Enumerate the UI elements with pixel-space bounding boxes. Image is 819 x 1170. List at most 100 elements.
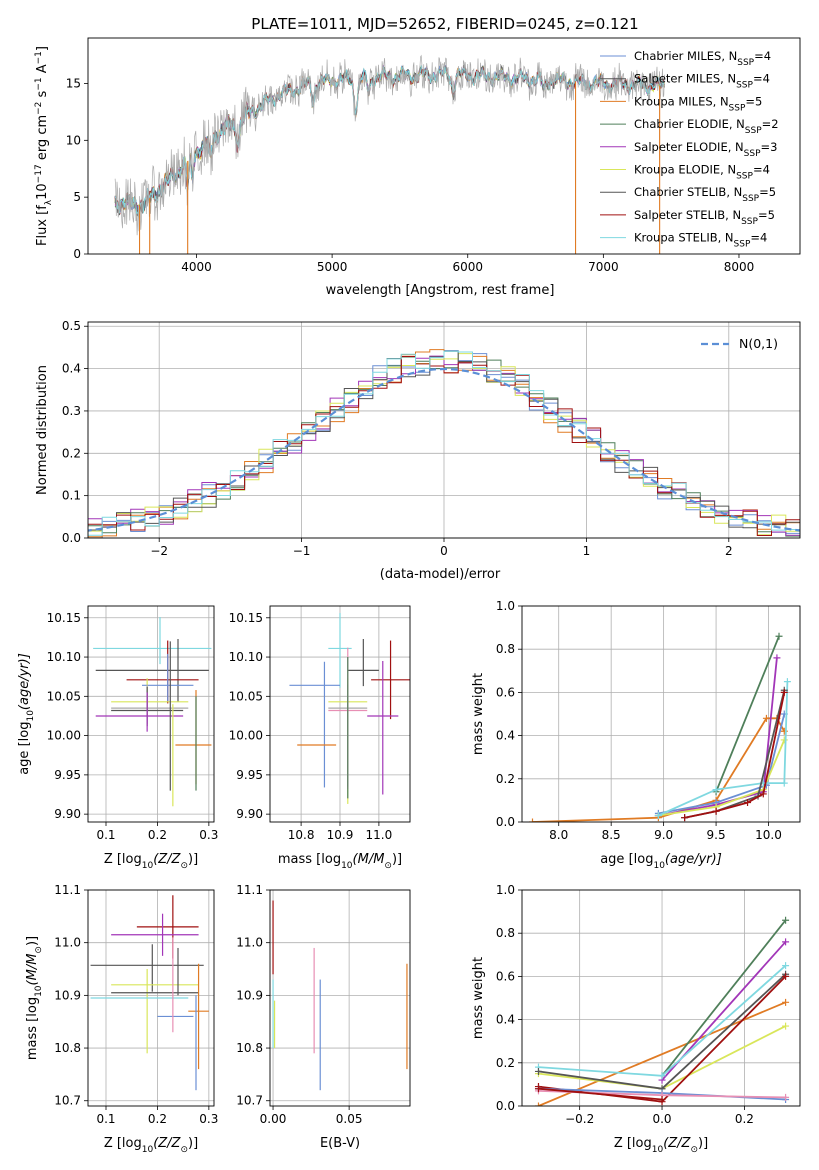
spectrum-line-kroupa_elodie (114, 65, 665, 217)
axes-frame (87, 605, 215, 823)
y-tick-label: 9.90 (54, 807, 81, 821)
weight_vs_Z-marks (534, 916, 790, 1106)
weight-line (715, 635, 780, 793)
y-tick-label: 11.1 (54, 883, 81, 897)
x-tick-label: 10.9 (327, 828, 354, 842)
y-tick-label: 1.0 (496, 883, 515, 897)
legend-label: N(0,1) (739, 336, 778, 351)
y-tick-label: 10.9 (54, 988, 81, 1002)
weight-point (782, 998, 790, 1006)
x-tick-label: 11.0 (366, 828, 393, 842)
weight-line (532, 717, 786, 822)
y-tick-label: 10.8 (54, 1041, 81, 1055)
spectrum: 4000 5000 6000 7000 8000 0 5 10 15 wavelength [An… (34, 37, 801, 298)
spectrum-line-salpeter_stelib (114, 65, 665, 215)
x-tick-label: 9.5 (707, 828, 726, 842)
axes-frame (87, 889, 215, 1107)
x-tick-label: 10.0 (755, 828, 782, 842)
x-tick-label: 8.5 (602, 828, 621, 842)
x-tick-label: 0.00 (260, 1112, 287, 1126)
spectrum-line-chabrier_elodie (114, 65, 665, 214)
normal-curve (88, 367, 800, 532)
y-tick-label: 10.00 (47, 729, 81, 743)
legend-label: Kroupa MILES, NSSP=5 (634, 94, 762, 113)
y-tick-label: 0.2 (62, 446, 81, 460)
axes-frame (269, 889, 411, 1107)
weight-point (762, 714, 770, 722)
x-tick-label: 10.8 (288, 828, 315, 842)
y-tick-label: 10.7 (236, 1094, 263, 1108)
y-tick-label: 11.0 (54, 936, 81, 950)
x-tick-label: 0.3 (199, 1112, 218, 1126)
weight-point (780, 736, 788, 744)
x-tick-label: 0 (440, 544, 448, 558)
x-tick-label: 6000 (452, 260, 483, 274)
y-tick-label: 0.4 (62, 362, 81, 376)
weight-line (684, 689, 786, 819)
x-tick-label: 0.1 (96, 1112, 115, 1126)
y-tick-label: 0.0 (496, 1099, 515, 1113)
axes-frame (521, 889, 801, 1107)
x-tick-label: 5000 (317, 260, 348, 274)
legend-label: Salpeter ELODIE, NSSP=3 (634, 140, 777, 159)
spectrum-line-chabrier_stelib (114, 64, 665, 216)
y-axis-label: mass weight (471, 957, 486, 1039)
x-tick-label: 8.0 (549, 828, 568, 842)
x-axis-label: Z [log10(Z/Z⊙)] (104, 1136, 198, 1155)
x-tick-label: 0.05 (336, 1112, 363, 1126)
residuals-marks (88, 349, 800, 538)
x-axis-label: (data-model)/error (380, 567, 501, 582)
x-axis-label: E(B-V) (320, 1136, 360, 1151)
weight-point (712, 807, 720, 815)
x-axis-label: Z [log10(Z/Z⊙)] (104, 852, 198, 871)
age_vs_mass: 10.8 10.9 11.0 9.90 9.95 10.00 10.05 10.10 10.15… (229, 605, 411, 871)
y-tick-label: 10.05 (229, 689, 263, 703)
y-tick-label: 10.9 (236, 988, 263, 1002)
y-tick-label: 0.0 (62, 531, 81, 545)
x-axis-label: age [log10(age/yr)] (600, 852, 722, 871)
weight-point (528, 818, 536, 822)
weight-point (658, 1096, 666, 1104)
x-tick-label: 0.3 (199, 828, 218, 842)
spectrum-line-chabrier_miles (114, 64, 665, 214)
legend-label: Kroupa ELODIE, NSSP=4 (634, 163, 770, 182)
weight-line (661, 919, 787, 1077)
weight-line (538, 1001, 786, 1106)
mass_vs_EBV-marks (272, 900, 408, 1091)
weight-point (744, 799, 752, 807)
axes-frame (521, 605, 801, 823)
y-tick-label: 0.8 (496, 926, 515, 940)
y-tick-label: 15 (66, 76, 81, 90)
y-tick-label: 10.15 (229, 611, 263, 625)
y-tick-label: 0.4 (496, 729, 515, 743)
y-tick-label: 0.5 (62, 319, 81, 333)
legend: Chabrier MILES, NSSP=4 Salpeter MILES, NS… (600, 49, 779, 250)
weight-point (782, 938, 790, 946)
y-tick-label: 11.0 (236, 936, 263, 950)
weight-point (773, 654, 781, 662)
y-tick-label: 1.0 (496, 599, 515, 613)
weight-point (780, 779, 788, 787)
figure-title: PLATE=1011, MJD=52652, FIBERID=0245, z=0… (251, 15, 638, 33)
y-tick-label: 0.0 (496, 815, 515, 829)
mass_vs_Z: 0.1 0.2 0.3 10.7 10.8 10.9 11.0 11.1 Z [log10(Z/… (25, 883, 218, 1155)
weight-line (658, 739, 786, 817)
spectrum-line-salpeter_elodie (114, 64, 665, 214)
weight_vs_Z: −0.2 0.0 0.2 0.0 0.2 0.4 0.6 0.8 1.0 Z [log10(Z/Z… (471, 883, 801, 1155)
residuals: −2 −1 0 1 2 0.0 0.1 0.2 0.3 0.4 0.5 (data-model)/er… (35, 319, 801, 582)
histogram-kroupa_elodie (88, 353, 800, 538)
weight-point (782, 1022, 790, 1030)
weight-point (654, 812, 662, 820)
y-tick-label: 0.4 (496, 1013, 515, 1027)
axes-frame (87, 37, 801, 255)
weight-point (782, 916, 790, 924)
y-tick-label: 0 (73, 247, 81, 261)
weight-line (538, 1087, 663, 1101)
y-tick-label: 11.1 (236, 883, 263, 897)
histogram-kroupa_stelib (88, 350, 800, 536)
legend-label: Salpeter STELIB, NSSP=5 (634, 208, 775, 227)
legend-label: Salpeter MILES, NSSP=4 (634, 72, 770, 91)
x-tick-label: 7000 (588, 260, 619, 274)
y-axis-label: Flux [fλ10−17 erg cm−2 s−1 A−1] (34, 46, 54, 246)
